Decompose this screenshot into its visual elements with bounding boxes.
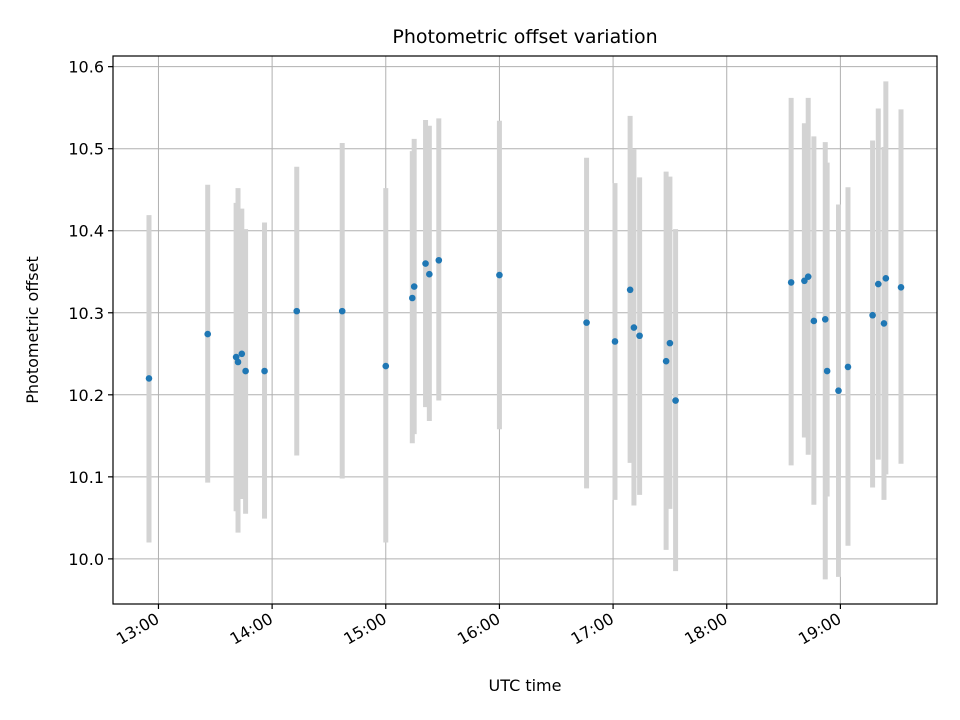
y-axis-ticks: 10.0 10.1 10.2 10.3 10.4 10.5 10.6 bbox=[68, 58, 113, 569]
data-point bbox=[408, 294, 416, 302]
plot-frame bbox=[112, 55, 938, 605]
data-point bbox=[242, 367, 249, 375]
data-point bbox=[145, 375, 153, 382]
data-point bbox=[410, 283, 418, 290]
y-tick-label: 10.6 bbox=[68, 58, 104, 77]
data-point bbox=[435, 256, 443, 264]
y-axis-label: Photometric offset bbox=[23, 256, 42, 404]
data-point bbox=[882, 275, 890, 282]
data-point bbox=[422, 260, 429, 267]
data-point bbox=[869, 311, 876, 319]
y-tick-label: 10.4 bbox=[68, 222, 104, 241]
data-point bbox=[636, 332, 643, 340]
point-layer bbox=[145, 256, 905, 404]
data-point bbox=[583, 319, 590, 326]
data-point bbox=[626, 286, 634, 294]
y-tick-label: 10.2 bbox=[68, 386, 104, 405]
y-tick-label: 10.3 bbox=[68, 304, 104, 323]
data-point bbox=[804, 273, 812, 280]
data-point bbox=[611, 338, 619, 345]
data-point bbox=[204, 330, 212, 338]
data-point bbox=[426, 270, 433, 278]
data-point bbox=[880, 320, 888, 327]
data-point bbox=[844, 363, 852, 371]
data-point bbox=[787, 279, 795, 286]
data-point bbox=[238, 350, 246, 358]
y-tick-label: 10.5 bbox=[68, 140, 104, 159]
data-point bbox=[662, 357, 670, 365]
y-tick-label: 10.0 bbox=[68, 550, 104, 569]
data-point bbox=[835, 387, 842, 395]
data-point bbox=[293, 307, 301, 315]
data-point bbox=[496, 271, 503, 279]
data-point bbox=[810, 317, 818, 325]
data-point bbox=[823, 367, 831, 375]
data-point bbox=[338, 307, 346, 315]
x-axis-label: UTC time bbox=[489, 676, 562, 695]
data-point bbox=[630, 324, 638, 331]
data-point bbox=[897, 284, 905, 291]
data-point bbox=[261, 367, 268, 375]
y-tick-label: 10.1 bbox=[68, 468, 104, 487]
data-point bbox=[666, 339, 674, 347]
data-point bbox=[382, 362, 390, 370]
chart-title: Photometric offset variation bbox=[392, 26, 657, 48]
data-point bbox=[672, 397, 679, 404]
data-point bbox=[874, 280, 882, 288]
data-point bbox=[234, 358, 242, 366]
data-point bbox=[821, 316, 829, 323]
